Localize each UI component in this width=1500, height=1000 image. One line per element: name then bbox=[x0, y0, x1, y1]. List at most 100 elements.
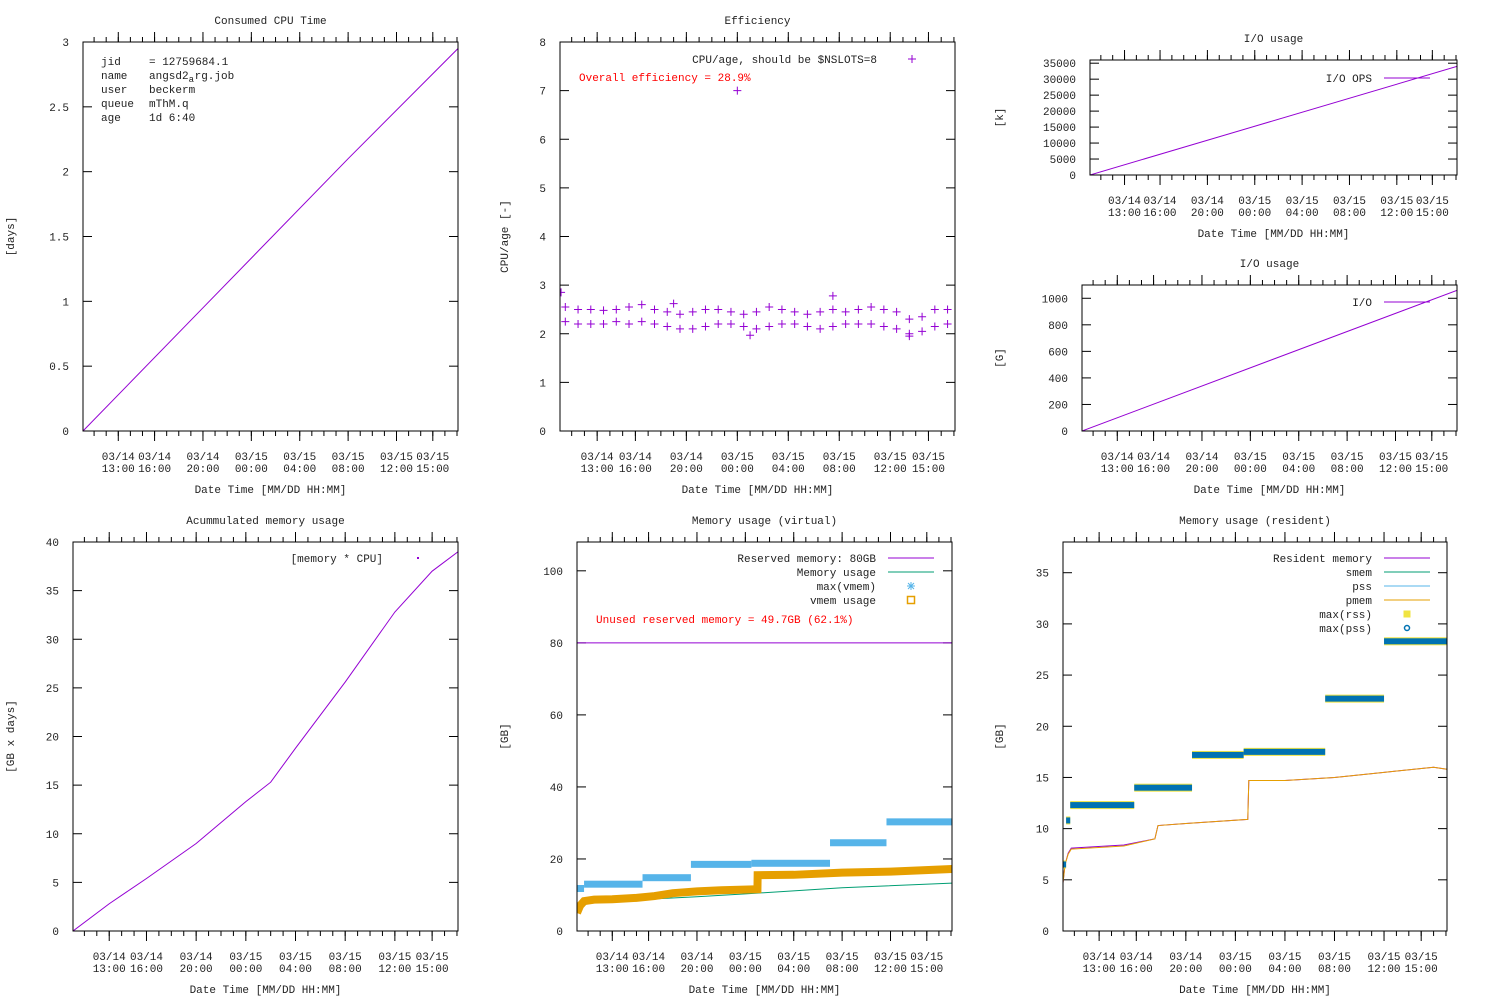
x-axis-label: Date Time [MM/DD HH:MM] bbox=[1179, 985, 1331, 997]
data-point bbox=[650, 305, 659, 314]
info-value-subscript: a bbox=[189, 75, 195, 85]
x-tick-label-date: 03/14 bbox=[180, 952, 213, 964]
info-key: user bbox=[101, 85, 127, 97]
x-tick-label-date: 03/15 bbox=[1331, 452, 1364, 464]
x-tick-label-date: 03/15 bbox=[823, 452, 856, 464]
plot-area bbox=[1063, 637, 1447, 883]
x-tick-label-time: 15:00 bbox=[416, 464, 449, 476]
x-tick-label-date: 03/15 bbox=[777, 952, 810, 964]
legend-label: I/O bbox=[1352, 298, 1372, 310]
x-tick-label-time: 16:00 bbox=[1144, 208, 1177, 220]
x-tick-label-time: 00:00 bbox=[721, 464, 754, 476]
x-tick-label-time: 08:00 bbox=[1318, 964, 1351, 976]
legend-label: pmem bbox=[1346, 596, 1373, 608]
plot-border bbox=[559, 41, 956, 432]
y-tick-label: 20 bbox=[550, 855, 563, 867]
series-line-pmem bbox=[1063, 766, 1447, 883]
plot-border bbox=[72, 541, 459, 932]
y-tick-label: 25 bbox=[46, 684, 59, 696]
y-tick-label: 600 bbox=[1048, 347, 1068, 359]
data-point bbox=[879, 322, 888, 331]
y-tick-label: 0 bbox=[556, 927, 563, 939]
legend-marker-circle bbox=[1403, 624, 1411, 632]
x-tick-label-date: 03/15 bbox=[912, 452, 945, 464]
x-tick-label-time: 04:00 bbox=[772, 464, 805, 476]
legend-label: [memory * CPU] bbox=[291, 554, 383, 566]
x-tick-label-time: 08:00 bbox=[823, 464, 856, 476]
y-tick-label: 6 bbox=[539, 135, 546, 147]
data-point bbox=[943, 305, 952, 314]
data-point bbox=[637, 317, 646, 326]
data-point bbox=[714, 305, 723, 314]
x-tick-label-date: 03/14 bbox=[1083, 952, 1116, 964]
y-tick-label: 10 bbox=[1036, 825, 1049, 837]
x-tick-label-time: 15:00 bbox=[912, 464, 945, 476]
series-step-star bbox=[577, 884, 585, 892]
info-key: queue bbox=[101, 99, 134, 111]
y-axis-label: [G] bbox=[995, 348, 1007, 368]
x-tick-label-time: 16:00 bbox=[130, 964, 163, 976]
plot-area bbox=[577, 642, 952, 915]
x-tick-label-time: 08:00 bbox=[332, 464, 365, 476]
data-point bbox=[790, 307, 799, 316]
x-tick-label-time: 15:00 bbox=[910, 964, 943, 976]
y-tick-label: 15 bbox=[1036, 773, 1049, 785]
series-step-star bbox=[751, 859, 831, 867]
x-tick-label-date: 03/15 bbox=[329, 952, 362, 964]
y-tick-label: 3 bbox=[539, 281, 546, 293]
x-tick-label-time: 20:00 bbox=[180, 964, 213, 976]
plot-area bbox=[83, 48, 458, 431]
legend-label: max(pss) bbox=[1319, 624, 1372, 636]
data-point bbox=[746, 331, 755, 340]
x-tick-label-time: 13:00 bbox=[1108, 208, 1141, 220]
data-point bbox=[930, 305, 939, 314]
plot-area bbox=[560, 86, 952, 341]
x-tick-label-date: 03/15 bbox=[1368, 952, 1401, 964]
data-point bbox=[625, 320, 634, 329]
x-tick-label-time: 20:00 bbox=[1185, 464, 1218, 476]
x-tick-label-date: 03/15 bbox=[229, 952, 262, 964]
x-tick-label-date: 03/15 bbox=[910, 952, 943, 964]
chart-title: Efficiency bbox=[724, 16, 790, 28]
data-point bbox=[803, 310, 812, 319]
data-point bbox=[905, 315, 914, 324]
x-tick-label-date: 03/15 bbox=[283, 452, 316, 464]
y-tick-label: 1.5 bbox=[49, 233, 69, 245]
y-tick-label: 80 bbox=[550, 639, 563, 651]
series-line-vmem-usage bbox=[577, 865, 952, 915]
data-point bbox=[688, 307, 697, 316]
x-tick-label-date: 03/14 bbox=[186, 452, 219, 464]
chart-accum: Acummulated memory usage [GB x days] Date … bbox=[6, 516, 459, 997]
x-tick-label-time: 04:00 bbox=[283, 464, 316, 476]
data-point bbox=[841, 307, 850, 316]
x-tick-label-date: 03/14 bbox=[1101, 452, 1134, 464]
legend-label: I/O OPS bbox=[1326, 74, 1373, 86]
x-tick-label-date: 03/15 bbox=[874, 952, 907, 964]
series-line--memory-cpu- bbox=[73, 551, 458, 931]
y-axis-label: [days] bbox=[6, 217, 18, 257]
y-tick-label: 3 bbox=[62, 38, 69, 50]
data-point bbox=[612, 317, 621, 326]
x-tick-label-date: 03/15 bbox=[1405, 952, 1438, 964]
data-point bbox=[803, 322, 812, 331]
x-tick-label-time: 12:00 bbox=[874, 464, 907, 476]
x-tick-label-time: 00:00 bbox=[1234, 464, 1267, 476]
x-tick-label-date: 03/15 bbox=[332, 452, 365, 464]
info-value: = 12759684.1 bbox=[149, 57, 229, 69]
x-tick-label-date: 03/14 bbox=[1108, 196, 1141, 208]
x-tick-label-time: 12:00 bbox=[1379, 464, 1412, 476]
y-tick-label: 5 bbox=[539, 184, 546, 196]
x-tick-label-date: 03/15 bbox=[1333, 196, 1366, 208]
data-point bbox=[790, 320, 799, 329]
x-tick-label-time: 04:00 bbox=[1282, 464, 1315, 476]
data-point bbox=[560, 288, 566, 297]
y-axis-label: [GB] bbox=[500, 723, 512, 749]
data-point bbox=[733, 86, 742, 95]
data-point bbox=[663, 322, 672, 331]
y-tick-label: 15 bbox=[46, 781, 59, 793]
legend-label: Resident memory bbox=[1273, 554, 1372, 566]
info-value: mThM.q bbox=[149, 99, 189, 111]
x-tick-label-time: 00:00 bbox=[729, 964, 762, 976]
series-step-circle bbox=[1063, 861, 1067, 868]
